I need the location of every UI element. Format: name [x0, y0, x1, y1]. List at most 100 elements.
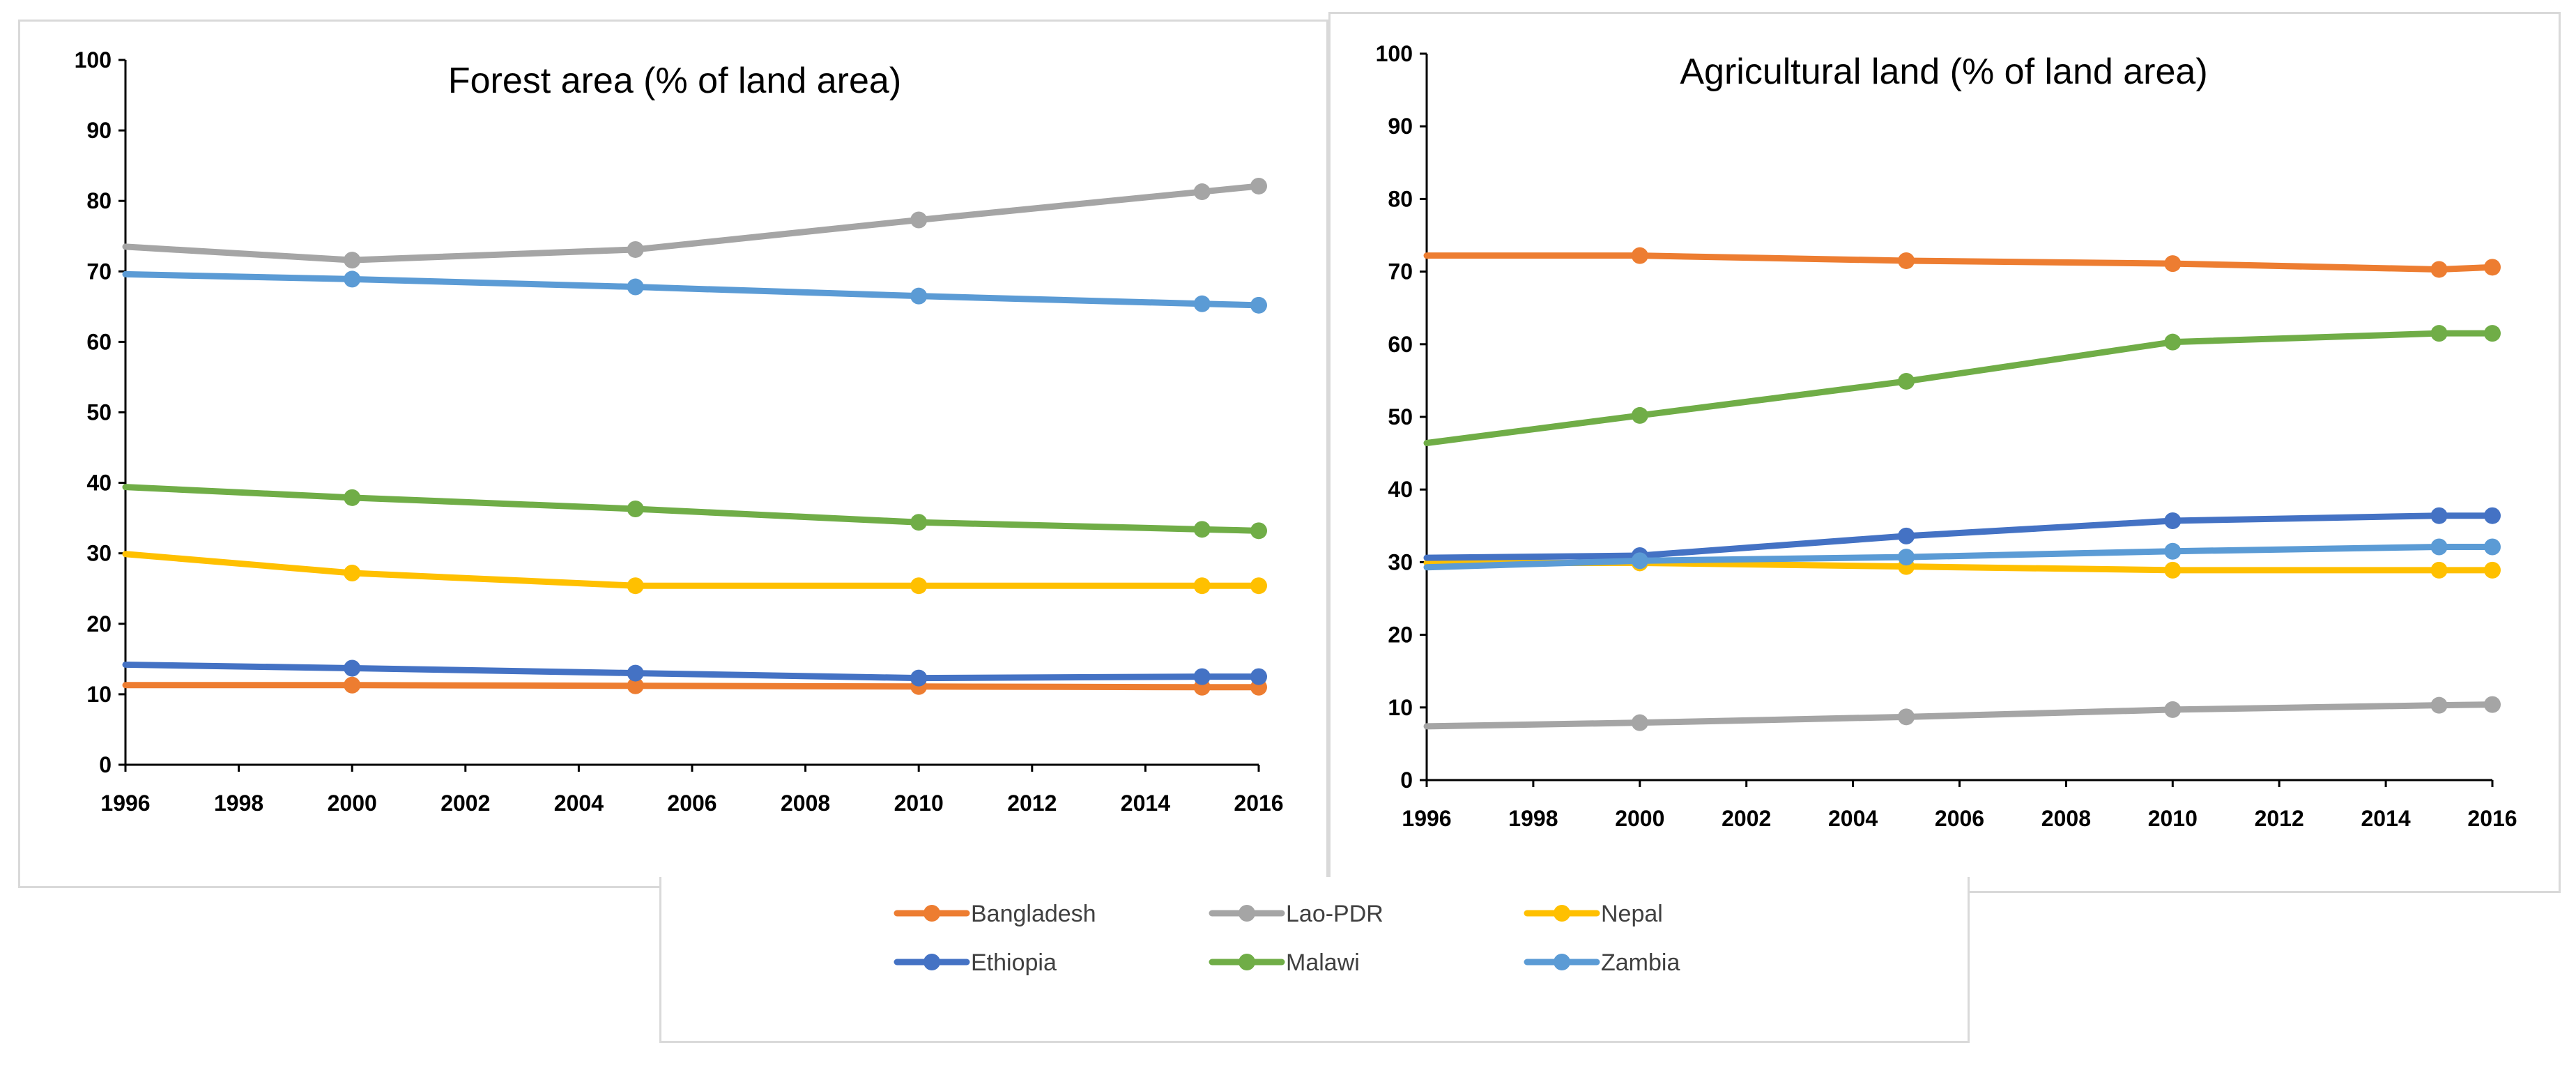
chart1-xtick-label-6: 2008 — [2041, 806, 2091, 831]
chart-legend: Bangladesh Lao-PDR Nepal Ethiopia Malawi Zamb… — [894, 901, 1680, 976]
chart0-ytick-label-6: 60 — [86, 329, 112, 354]
chart0-point-zambia-2015 — [1193, 295, 1211, 312]
chart1-ytick-label-3: 30 — [1388, 549, 1413, 574]
agricultural-land-chart-panel: Agricultural land (% of land area) 0 10 20 3… — [1328, 12, 2561, 893]
chart1-series-line-malawi — [1423, 330, 2496, 447]
chart0-series-line-lao-pdr — [122, 183, 1262, 264]
chart0-point-lao-pdr-2005 — [627, 241, 644, 258]
chart0-ytick-label-7: 70 — [86, 259, 112, 284]
chart0-ytick-label-4: 40 — [86, 471, 112, 496]
legend-label-zambia: Zambia — [1601, 949, 1680, 976]
chart1-point-zambia-2015 — [2430, 538, 2448, 556]
chart0-point-lao-pdr-2015 — [1193, 183, 1211, 201]
chart1-xtick-label-3: 2002 — [1722, 806, 1771, 831]
chart1-series-line-lao-pdr — [1423, 701, 2496, 730]
chart0-ytick-label-2: 20 — [86, 611, 112, 636]
chart1-point-bangladesh-2016 — [2484, 259, 2501, 276]
chart1-point-bangladesh-2005 — [1898, 252, 1915, 269]
forest-area-chart: Forest area (% of land area) 0 10 20 30 40 50 6… — [75, 47, 1284, 816]
chart1-series-line-ethiopia — [1423, 512, 2496, 561]
chart1-point-lao-pdr-2000 — [1631, 714, 1648, 731]
chart1-point-lao-pdr-2005 — [1898, 708, 1915, 726]
chart0-xtick-label-7: 2010 — [894, 791, 944, 816]
chart1-point-malawi-2010 — [2164, 333, 2182, 351]
chart0-point-malawi-2000 — [344, 489, 361, 506]
chart0-ytick-label-9: 90 — [86, 118, 112, 143]
chart0-xtick-label-10: 2016 — [1234, 791, 1283, 816]
chart1-point-bangladesh-2010 — [2164, 255, 2182, 273]
chart0-point-bangladesh-2005 — [627, 677, 644, 694]
chart0-series-line-malawi — [122, 484, 1262, 534]
chart0-point-zambia-2005 — [627, 278, 644, 296]
chart1-point-ethiopia-2015 — [2430, 507, 2448, 524]
chart1-point-nepal-2016 — [2484, 561, 2501, 579]
chart0-point-nepal-2016 — [1250, 577, 1267, 595]
chart1-ytick-label-5: 50 — [1388, 404, 1413, 429]
chart1-ytick-label-4: 40 — [1388, 477, 1413, 502]
chart0-point-malawi-2010 — [910, 514, 928, 531]
legend-swatch-marker-malawi — [1239, 954, 1255, 970]
legend-swatch-marker-nepal — [1554, 905, 1570, 922]
chart1-point-ethiopia-2010 — [2164, 512, 2182, 530]
chart0-series-line-bangladesh — [122, 682, 1262, 691]
chart0-series-line-ethiopia — [122, 661, 1262, 682]
chart0-point-zambia-2000 — [344, 270, 361, 288]
chart1-ytick-label-7: 70 — [1388, 259, 1413, 284]
chart1-point-lao-pdr-2015 — [2430, 696, 2448, 714]
chart0-point-nepal-2000 — [344, 565, 361, 582]
chart0-xtick-label-6: 2008 — [781, 791, 830, 816]
chart1-xtick-label-1: 1998 — [1508, 806, 1558, 831]
chart0-point-malawi-2016 — [1250, 522, 1267, 540]
chart1-xtick-label-9: 2014 — [2361, 806, 2411, 831]
chart0-point-malawi-2015 — [1193, 521, 1211, 538]
chart0-title: Forest area (% of land area) — [448, 61, 901, 101]
chart0-series-line-nepal — [122, 551, 1262, 589]
legend-label-ethiopia: Ethiopia — [971, 949, 1057, 976]
chart0-xtick-label-3: 2002 — [440, 791, 490, 816]
chart1-ytick-label-1: 10 — [1388, 695, 1413, 720]
chart0-point-nepal-2005 — [627, 577, 644, 595]
chart1-point-malawi-2000 — [1631, 406, 1648, 424]
chart0-point-zambia-2016 — [1250, 296, 1267, 314]
chart1-point-bangladesh-2015 — [2430, 261, 2448, 278]
chart0-ytick-label-0: 0 — [99, 752, 112, 777]
chart1-point-malawi-2015 — [2430, 325, 2448, 342]
chart1-point-ethiopia-2016 — [2484, 507, 2501, 524]
chart0-point-ethiopia-2016 — [1250, 668, 1267, 685]
chart1-xtick-label-0: 1996 — [1402, 806, 1451, 831]
chart1-point-lao-pdr-2010 — [2164, 701, 2182, 718]
chart0-ytick-label-1: 10 — [86, 682, 112, 707]
legend-label-nepal: Nepal — [1601, 901, 1663, 927]
chart0-ytick-label-8: 80 — [86, 188, 112, 213]
chart1-xtick-label-8: 2012 — [2255, 806, 2304, 831]
forest-area-chart-panel: Forest area (% of land area) 0 10 20 30 40 50 6… — [18, 20, 1328, 888]
chart1-point-malawi-2016 — [2484, 325, 2501, 342]
chart1-point-zambia-2010 — [2164, 542, 2182, 560]
agricultural-land-chart: Agricultural land (% of land area) 0 10 20 3… — [1376, 41, 2517, 831]
chart0-point-lao-pdr-2016 — [1250, 177, 1267, 194]
chart0-point-bangladesh-2000 — [344, 676, 361, 694]
chart0-point-ethiopia-2000 — [344, 659, 361, 677]
chart1-xtick-label-4: 2004 — [1828, 806, 1878, 831]
chart1-ytick-label-9: 90 — [1388, 114, 1413, 139]
legend-label-bangladesh: Bangladesh — [971, 901, 1096, 927]
chart1-point-zambia-2016 — [2484, 538, 2501, 556]
chart0-ytick-label-3: 30 — [86, 541, 112, 566]
chart0-point-nepal-2010 — [910, 577, 928, 595]
chart1-point-nepal-2015 — [2430, 561, 2448, 579]
chart0-xtick-label-5: 2006 — [667, 791, 716, 816]
chart1-ytick-label-10: 100 — [1376, 41, 1413, 66]
legend-label-malawi: Malawi — [1286, 949, 1360, 976]
chart1-ytick-label-8: 80 — [1388, 186, 1413, 211]
chart0-ytick-label-10: 100 — [75, 47, 112, 73]
chart0-xtick-label-9: 2014 — [1121, 791, 1170, 816]
chart1-xtick-label-7: 2010 — [2148, 806, 2198, 831]
chart1-series-line-zambia — [1423, 544, 2496, 571]
chart1-xtick-label-10: 2016 — [2467, 806, 2517, 831]
legend-swatch-marker-zambia — [1554, 954, 1570, 970]
chart0-xtick-label-0: 1996 — [100, 791, 150, 816]
chart0-ytick-label-5: 50 — [86, 400, 112, 425]
chart0-xtick-label-8: 2012 — [1007, 791, 1057, 816]
chart0-point-nepal-2015 — [1193, 577, 1211, 595]
chart1-point-ethiopia-2005 — [1898, 527, 1915, 544]
